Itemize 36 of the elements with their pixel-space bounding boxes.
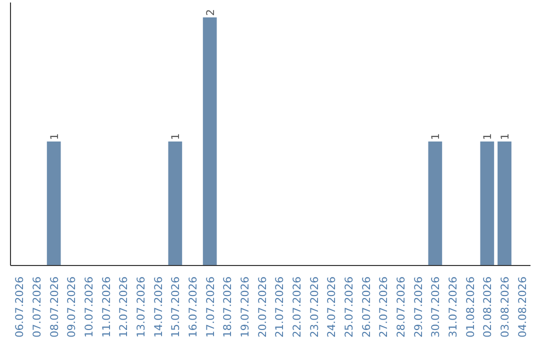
x-tick-label: 20.07.2026 bbox=[256, 276, 269, 338]
x-tick-label: 13.07.2026 bbox=[134, 276, 148, 338]
x-tick-label: 25.07.2026 bbox=[342, 276, 356, 338]
x-tick-label: 26.07.2026 bbox=[360, 276, 373, 338]
data-label: 1 bbox=[48, 133, 61, 140]
x-tick-label: 21.07.2026 bbox=[273, 276, 286, 338]
x-tick-label: 01.08.2026 bbox=[464, 276, 477, 338]
data-label: 1 bbox=[498, 133, 512, 140]
x-tick-label: 09.07.2026 bbox=[65, 276, 78, 338]
x-tick-label: 10.07.2026 bbox=[82, 276, 96, 338]
x-tick-label: 08.07.2026 bbox=[48, 276, 61, 338]
data-label: 1 bbox=[429, 133, 442, 140]
x-tick-label: 15.07.2026 bbox=[169, 276, 182, 338]
x-tick-label: 22.07.2026 bbox=[290, 276, 304, 338]
x-tick-label: 11.07.2026 bbox=[100, 276, 113, 338]
x-tick-label: 14.07.2026 bbox=[152, 276, 165, 338]
x-tick-label: 18.07.2026 bbox=[221, 276, 234, 338]
x-tick-label: 02.08.2026 bbox=[481, 276, 494, 338]
x-tick-label: 16.07.2026 bbox=[186, 276, 200, 338]
x-tick-label: 28.07.2026 bbox=[394, 276, 408, 338]
x-tick-label: 12.07.2026 bbox=[117, 276, 130, 338]
x-tick-label: 30.07.2026 bbox=[429, 276, 442, 338]
x-tick-label: 17.07.2026 bbox=[204, 276, 217, 338]
x-tick-label: 29.07.2026 bbox=[412, 276, 425, 338]
x-tick-label: 27.07.2026 bbox=[377, 276, 390, 338]
data-label: 1 bbox=[481, 133, 494, 140]
x-tick-label: 19.07.2026 bbox=[238, 276, 252, 338]
x-tick-label: 31.07.2026 bbox=[446, 276, 460, 338]
x-tick-label: 03.08.2026 bbox=[498, 276, 512, 338]
x-tick-label: 24.07.2026 bbox=[325, 276, 338, 338]
x-tick-label: 06.07.2026 bbox=[13, 276, 26, 338]
data-label: 2 bbox=[204, 9, 217, 16]
x-tick-label: 23.07.2026 bbox=[308, 276, 321, 338]
data-label: 1 bbox=[169, 133, 182, 140]
x-tick-label: 04.08.2026 bbox=[516, 276, 529, 338]
x-tick-label: 07.07.2026 bbox=[30, 276, 44, 338]
